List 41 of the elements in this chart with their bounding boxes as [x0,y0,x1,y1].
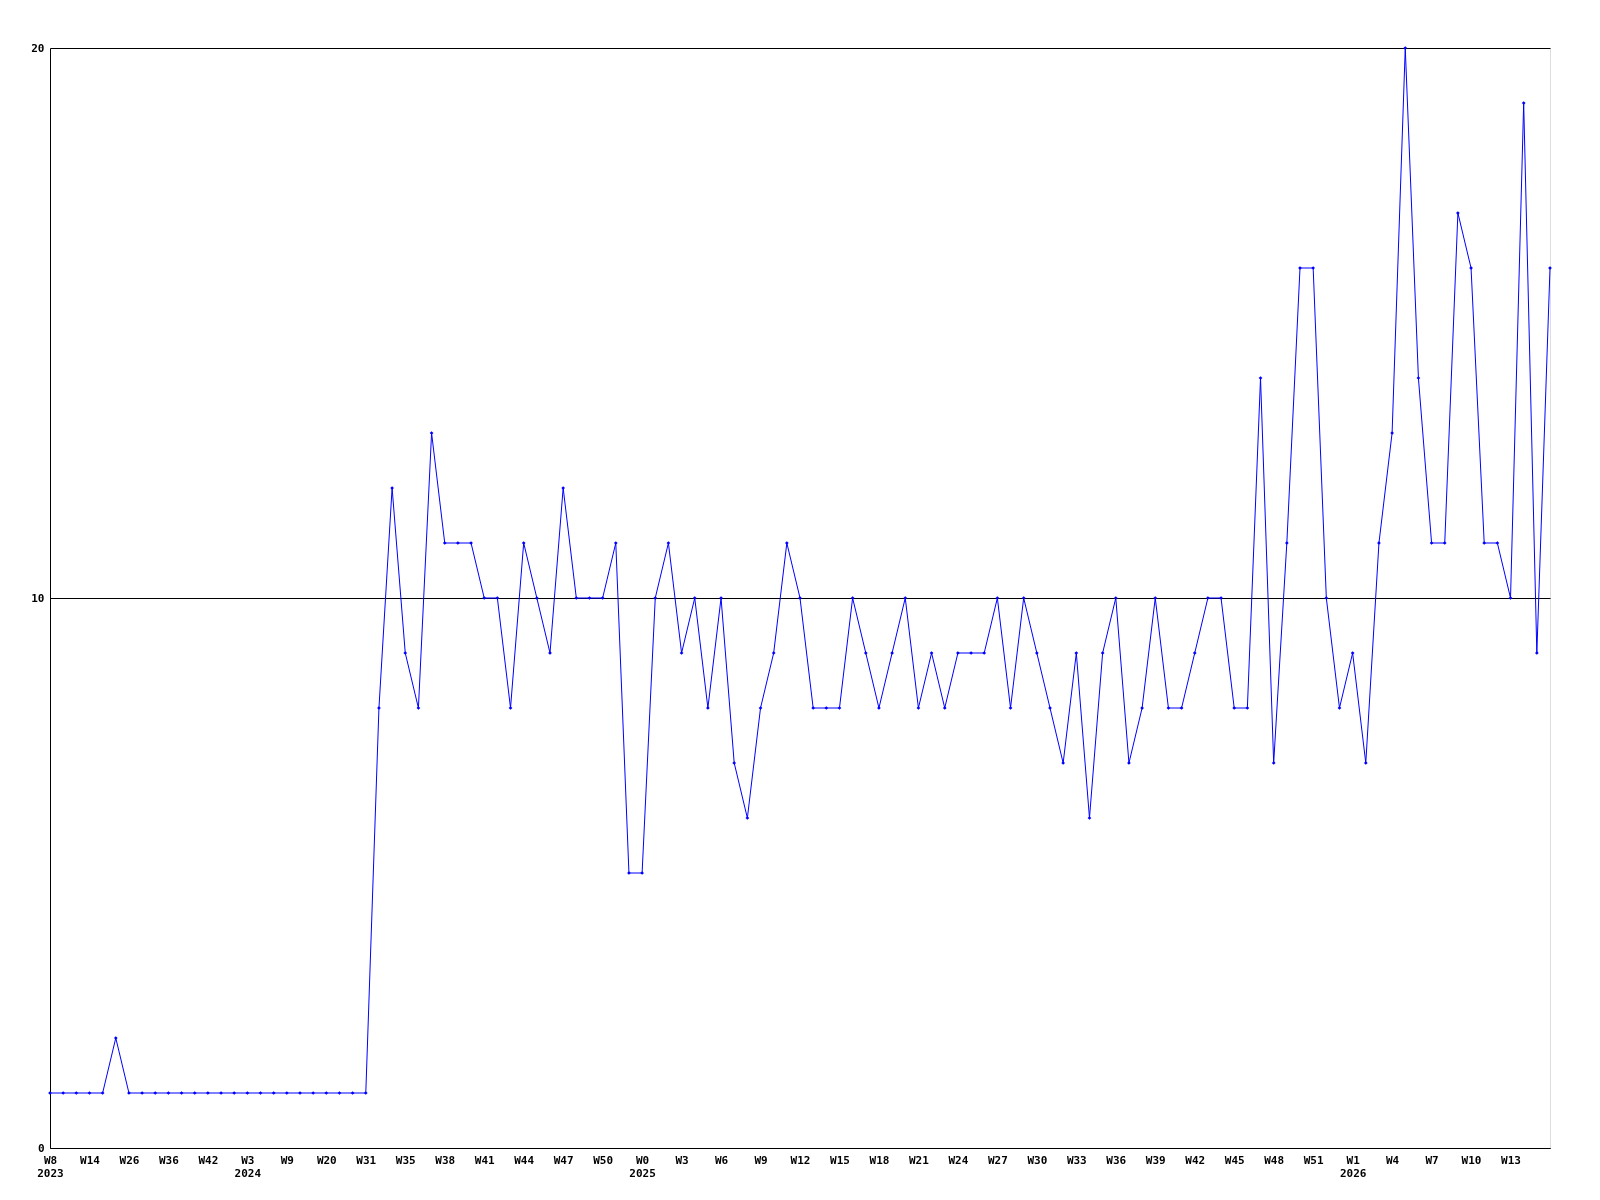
x-tick-label: W33 [1066,1153,1087,1167]
x-tick-label: W27 [987,1153,1008,1167]
x-tick-label: W47 [553,1153,574,1167]
x-tick-label: W39 [1145,1153,1166,1167]
x-tick-label: W42 [1185,1153,1206,1167]
x-tick-label: W13 [1501,1153,1521,1167]
x-tick-label: W36 [158,1153,180,1167]
x-tick-label: W8 2023 [37,1153,64,1180]
x-tick-label: W48 [1264,1153,1285,1167]
x-tick-label: W15 [830,1153,850,1167]
x-tick-label: W45 [1224,1153,1245,1167]
x-tick-label: W18 [869,1153,890,1167]
x-tick-label: W31 [356,1153,377,1167]
x-tick-label: W14 [80,1153,101,1167]
x-tick-label: W1 2026 [1339,1153,1367,1180]
x-tick-label: W24 [948,1153,969,1167]
x-tick-label: W0 2025 [629,1153,656,1180]
x-tick-label: W36 [1106,1153,1127,1167]
x-tick-label: W21 [908,1153,930,1167]
x-tick-label: W9 [754,1153,768,1167]
y-tick-label: 0 [37,1141,45,1155]
x-tick-label: W38 [435,1153,456,1167]
x-tick-label: W51 [1303,1153,1324,1167]
x-tick-label: W50 [593,1153,614,1167]
x-tick-label: W41 [474,1153,496,1167]
x-tick-label: W26 [119,1153,140,1167]
x-tick-label: W4 [1385,1153,1400,1167]
x-tick-label: W3 2024 [234,1153,262,1180]
x-tick-label: W44 [514,1153,535,1167]
x-tick-label: W35 [395,1153,416,1167]
y-tick-label: 20 [31,41,45,55]
y-tick-label: 10 [31,591,45,605]
x-tick-label: W6 [714,1153,729,1167]
x-tick-label: W42 [198,1153,219,1167]
x-tick-label: W20 [316,1153,337,1167]
x-tick-label: W7 [1425,1153,1439,1167]
x-tick-label: W30 [1027,1153,1048,1167]
x-tick-label: W9 [280,1153,294,1167]
x-tick-label: W10 [1461,1153,1482,1167]
x-tick-label: W3 [675,1153,689,1167]
x-tick-label: W12 [790,1153,811,1167]
